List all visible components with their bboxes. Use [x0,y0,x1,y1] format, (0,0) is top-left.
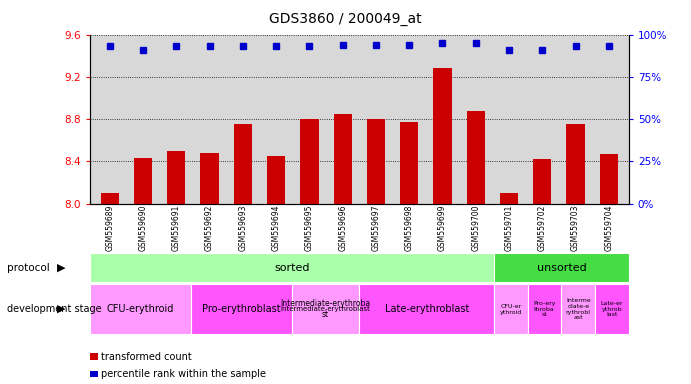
Bar [191,284,292,334]
Bar [267,156,285,204]
Bar [494,253,629,282]
Text: ▶: ▶ [57,263,66,273]
Text: protocol: protocol [7,263,50,273]
Text: development stage: development stage [7,304,102,314]
Bar [200,153,219,204]
Bar [567,124,585,204]
Bar [359,284,494,334]
Text: sorted: sorted [274,263,310,273]
Bar [234,124,252,204]
Bar [101,193,119,204]
Text: Intermediate-erythroba
st: Intermediate-erythroba st [281,300,370,319]
Bar [301,119,319,204]
Text: CFU-erythroid: CFU-erythroid [106,304,174,314]
Text: Interme
diate-e
rythrobl
ast: Interme diate-e rythrobl ast [566,298,591,320]
Text: Pro-erythroblast: Pro-erythroblast [202,304,281,314]
Bar [533,159,551,204]
Text: transformed count: transformed count [101,352,191,362]
Bar [400,122,418,204]
Text: percentile rank within the sample: percentile rank within the sample [101,369,266,379]
Bar [90,284,191,334]
Text: unsorted: unsorted [537,263,586,273]
Bar [528,284,561,334]
Bar [494,284,528,334]
Bar [367,119,385,204]
Text: ▶: ▶ [57,304,66,314]
Text: GDS3860 / 200049_at: GDS3860 / 200049_at [269,12,422,25]
Bar [466,111,485,204]
Bar [500,193,518,204]
Bar [167,151,185,204]
Text: Pro-ery
throba
st: Pro-ery throba st [533,301,556,318]
Bar [90,253,494,282]
Bar [600,154,618,204]
Bar [292,284,359,334]
Bar [595,284,629,334]
Bar [433,68,452,204]
Text: Late-erythroblast: Late-erythroblast [384,304,469,314]
Bar [134,158,152,204]
Bar [334,114,352,204]
Bar [561,284,595,334]
Text: CFU-er
ythroid: CFU-er ythroid [500,304,522,314]
Text: Intermediate-erythroblast: Intermediate-erythroblast [281,306,370,312]
Text: Late-er
ythrob
last: Late-er ythrob last [600,301,623,318]
